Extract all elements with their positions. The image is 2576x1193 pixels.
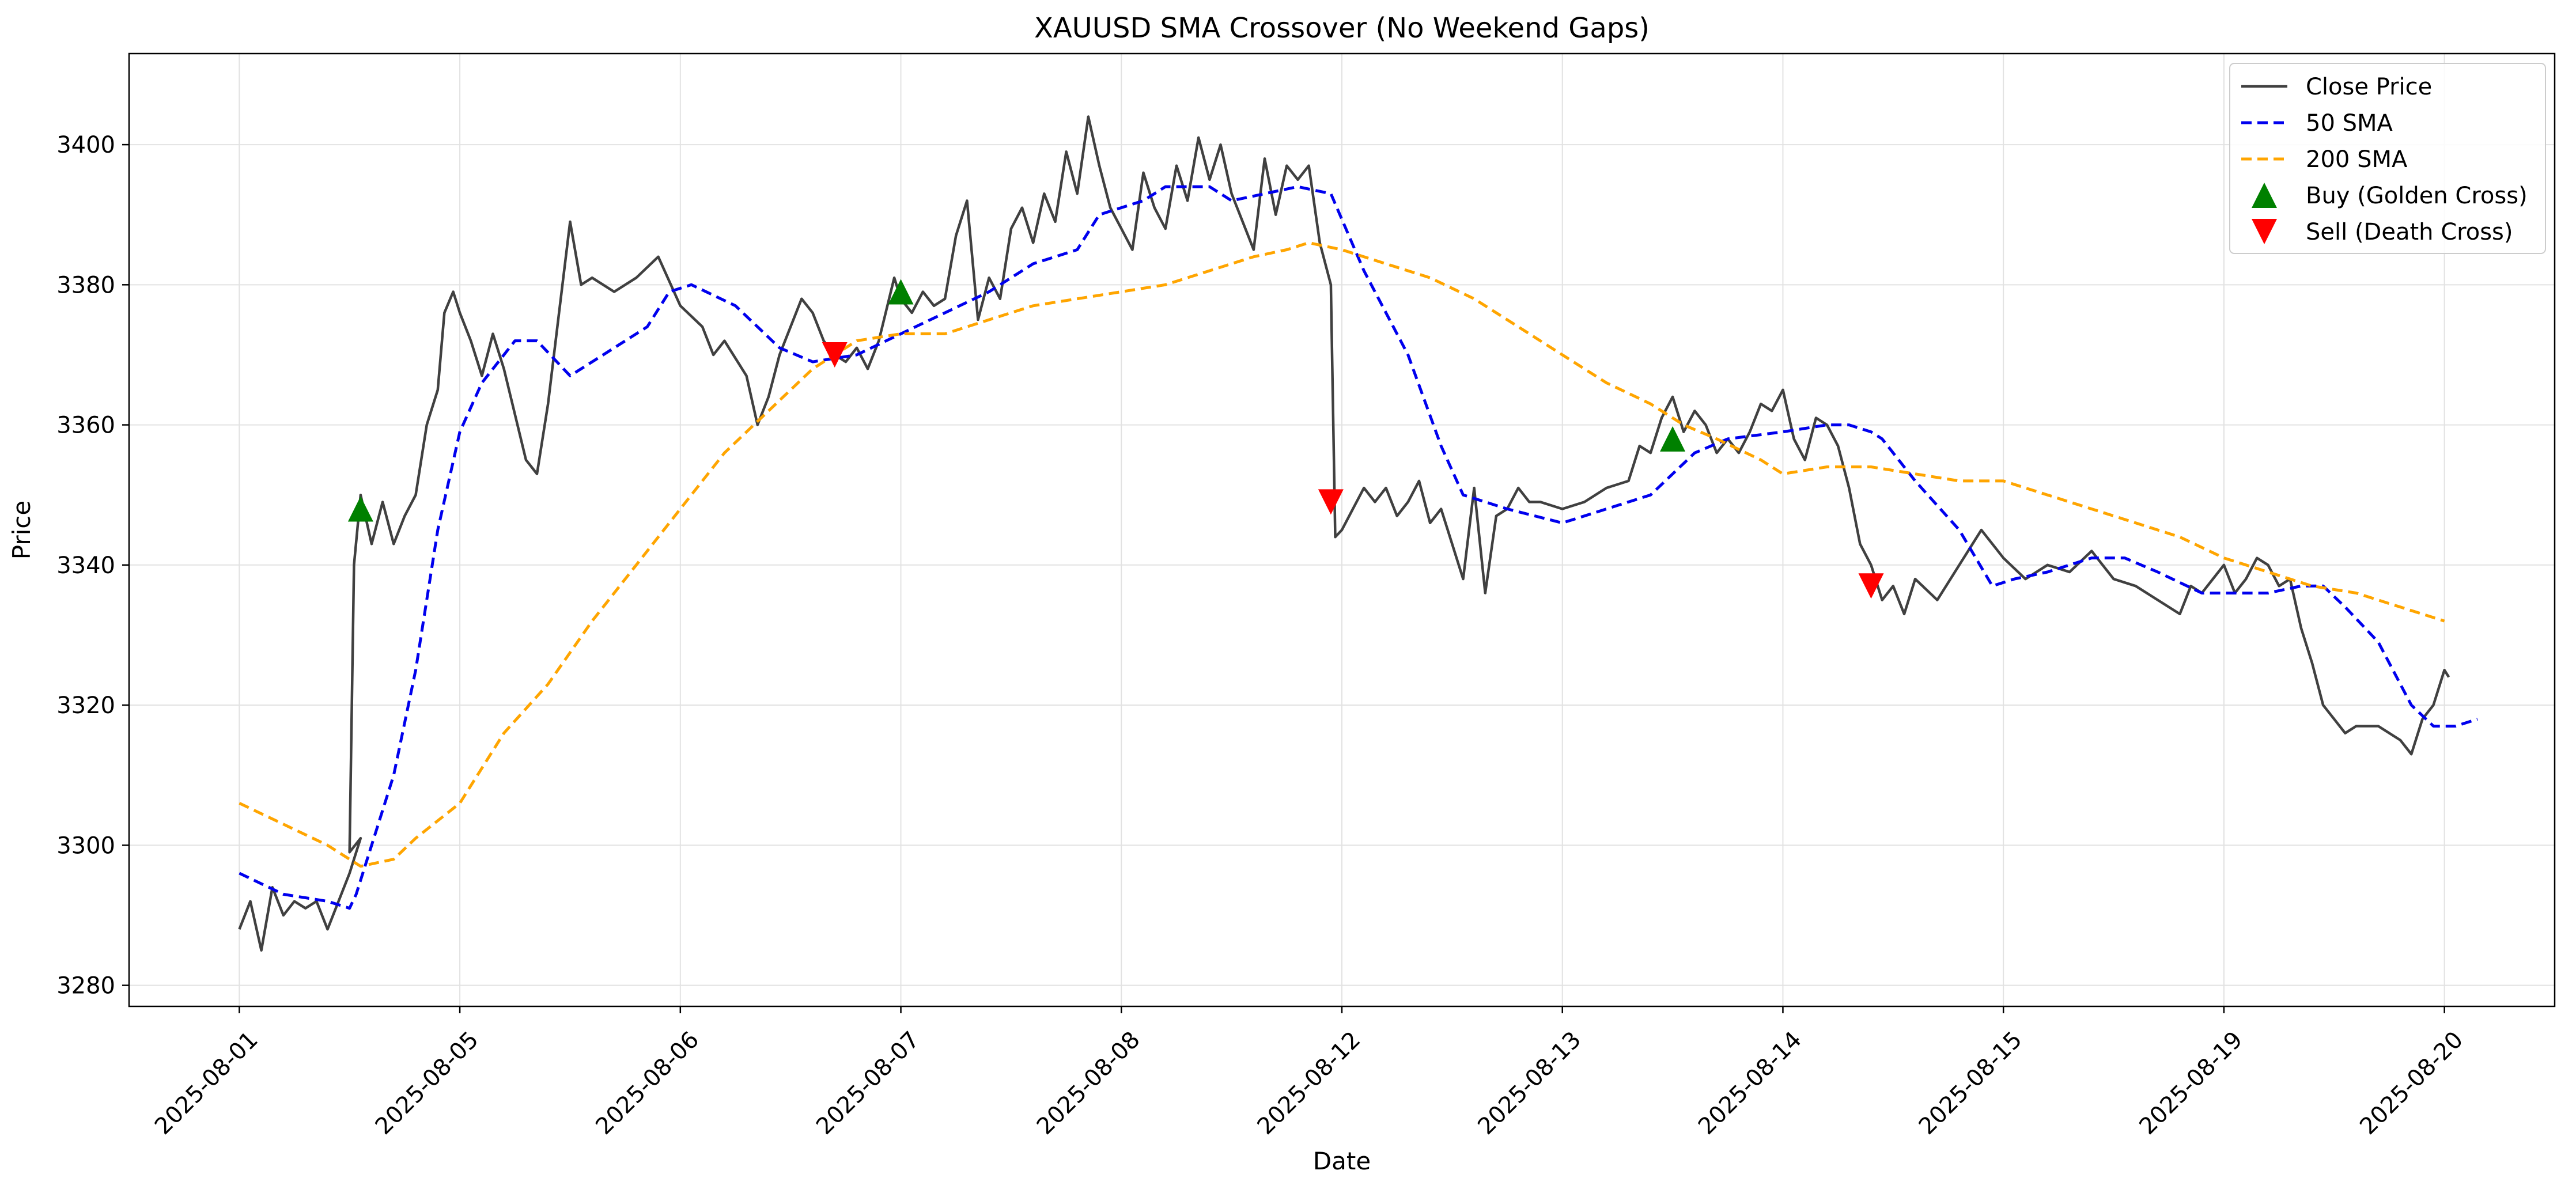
series-close-price	[238, 115, 2450, 952]
sell-signal-marker	[1858, 573, 1884, 599]
y-axis-label: Price	[7, 501, 36, 559]
y-tick-label: 3340	[56, 552, 115, 579]
legend-swatch	[2252, 219, 2277, 244]
y-tick-label: 3360	[56, 412, 115, 439]
legend-item: Close Price	[2241, 74, 2432, 100]
x-axis-label: Date	[1313, 1147, 1371, 1175]
legend: Close Price 50 SMA 200 SMA Buy (Golden Cros…	[2229, 63, 2546, 254]
marker-layer	[347, 279, 1884, 599]
chart-title: XAUUSD SMA Crossover (No Weekend Gaps)	[1034, 12, 1650, 44]
y-tick-label: 3400	[56, 132, 115, 158]
legend-swatch	[2252, 183, 2277, 208]
series-50-sma	[239, 185, 2478, 910]
series-layer	[238, 115, 2478, 952]
legend-label: Sell (Death Cross)	[2306, 219, 2513, 245]
legend-item: 50 SMA	[2241, 110, 2393, 137]
legend-label: Buy (Golden Cross)	[2306, 183, 2528, 209]
legend-label: 50 SMA	[2306, 110, 2393, 137]
y-tick-label: 3300	[56, 832, 115, 859]
series-200-sma	[239, 241, 2445, 868]
y-tick-label: 3320	[56, 692, 115, 719]
sell-signal-marker	[1318, 489, 1344, 515]
buy-signal-marker	[1660, 426, 1686, 452]
legend-item: 200 SMA	[2241, 146, 2408, 173]
legend-label: 200 SMA	[2306, 146, 2408, 173]
y-tick-label: 3280	[56, 973, 115, 999]
legend-item: Sell (Death Cross)	[2252, 219, 2513, 245]
legend-box	[2229, 63, 2546, 254]
legend-item: Buy (Golden Cross)	[2252, 183, 2528, 209]
sell-signal-marker	[822, 342, 848, 368]
buy-signal-marker	[347, 496, 373, 522]
buy-signal-marker	[888, 279, 914, 305]
y-tick-label: 3380	[56, 272, 115, 298]
legend-label: Close Price	[2306, 74, 2432, 100]
